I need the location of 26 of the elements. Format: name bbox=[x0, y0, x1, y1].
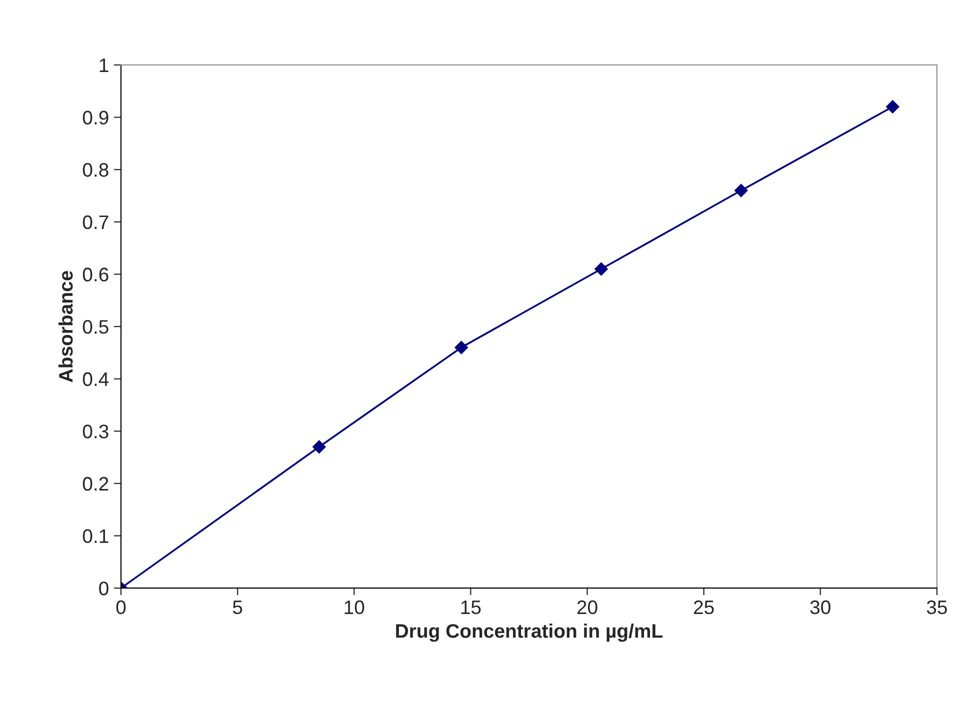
y-tick-label: 0 bbox=[99, 582, 108, 596]
y-tick-label: 0.6 bbox=[82, 268, 108, 282]
y-tick-label: 0.4 bbox=[82, 372, 109, 386]
y-tick-label: 0.7 bbox=[82, 215, 108, 230]
y-tick-label: 0.1 bbox=[82, 529, 108, 544]
y-tick-label: 0.9 bbox=[82, 110, 108, 125]
x-tick-label: 25 bbox=[694, 600, 714, 614]
y-tick-label: 0.2 bbox=[82, 476, 108, 491]
y-tick-label: 1 bbox=[100, 58, 108, 72]
x-tick-label: 35 bbox=[926, 600, 947, 614]
point bbox=[454, 340, 468, 354]
x-tick-label: 10 bbox=[344, 600, 364, 614]
x-tick-label: 30 bbox=[810, 600, 830, 614]
y-tick-label: 0.8 bbox=[82, 163, 108, 177]
x-tick-label: 20 bbox=[577, 600, 598, 614]
y-tick-label: 0.3 bbox=[82, 424, 108, 438]
point bbox=[734, 184, 748, 198]
y-axis-title: Absorbance bbox=[58, 270, 73, 382]
point bbox=[594, 262, 608, 276]
x-tick-label: 15 bbox=[461, 600, 481, 614]
x-axis-title: Drug Concentration in µg/mL bbox=[396, 624, 663, 642]
y-tick-label: 0.5 bbox=[82, 320, 108, 334]
point bbox=[312, 440, 326, 454]
x-tick-label: 5 bbox=[232, 600, 242, 614]
x-tick-label: 0 bbox=[116, 600, 126, 614]
point bbox=[886, 100, 900, 114]
